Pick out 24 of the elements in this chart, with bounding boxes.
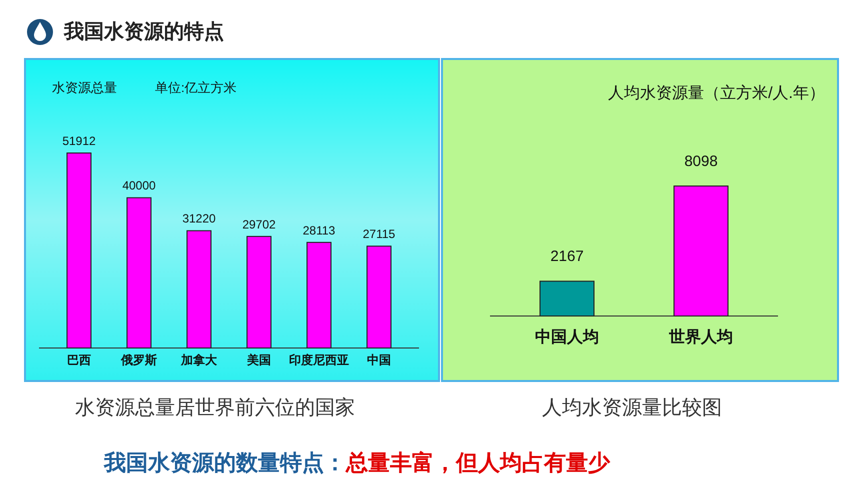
x-tick-label: 加拿大: [180, 353, 218, 367]
data-label: 29702: [242, 217, 276, 232]
data-label: 27115: [362, 227, 396, 242]
data-label: 40000: [122, 178, 156, 193]
data-label: 51912: [62, 134, 96, 148]
data-label: 8098: [684, 153, 718, 170]
chart-title: 水资源总量: [52, 80, 117, 95]
x-tick-label: 世界人均: [668, 328, 733, 346]
chart-title: 人均水资源量（立方米/人.年）: [608, 84, 825, 102]
text: 我国水资源的数量特点：: [103, 450, 346, 475]
text: 我国水资源的特点: [63, 20, 224, 43]
x-tick-label: 美国: [246, 353, 271, 367]
text: 总量丰富，但人均占有量少: [345, 450, 611, 475]
x-tick-label: 俄罗斯: [120, 353, 157, 367]
x-tick-label: 印度尼西亚: [289, 353, 349, 367]
x-tick-label: 中国: [367, 353, 391, 367]
text: 水资源总量居世界前六位的国家: [75, 397, 355, 419]
x-tick-label: 巴西: [67, 353, 91, 367]
x-tick-label: 中国人均: [535, 328, 599, 346]
data-label: 28113: [302, 223, 336, 238]
text: 人均水资源量比较图: [542, 397, 722, 419]
chart-subtitle: 单位:亿立方米: [155, 80, 237, 95]
data-label: 2167: [550, 248, 584, 266]
data-label: 31220: [182, 212, 216, 226]
